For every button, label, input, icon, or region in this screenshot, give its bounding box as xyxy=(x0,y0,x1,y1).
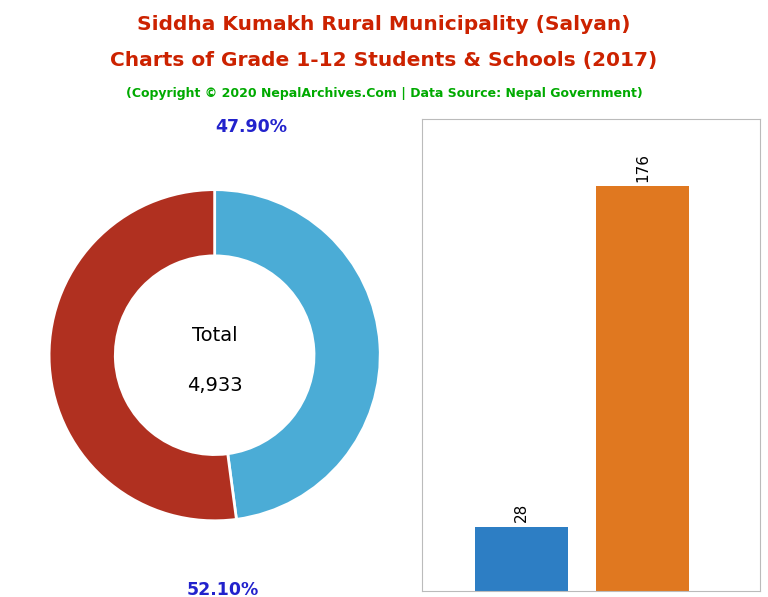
Text: Siddha Kumakh Rural Municipality (Salyan): Siddha Kumakh Rural Municipality (Salyan… xyxy=(137,15,631,34)
Text: Total: Total xyxy=(192,326,237,345)
Text: 28: 28 xyxy=(514,503,529,522)
Text: Charts of Grade 1-12 Students & Schools (2017): Charts of Grade 1-12 Students & Schools … xyxy=(111,51,657,70)
Text: (Copyright © 2020 NepalArchives.Com | Data Source: Nepal Government): (Copyright © 2020 NepalArchives.Com | Da… xyxy=(126,87,642,100)
Wedge shape xyxy=(49,190,237,521)
Text: 52.10%: 52.10% xyxy=(187,581,259,597)
Wedge shape xyxy=(214,190,380,519)
Text: 47.90%: 47.90% xyxy=(215,118,287,136)
Bar xyxy=(475,527,568,591)
Text: 176: 176 xyxy=(635,152,650,181)
Text: 4,933: 4,933 xyxy=(187,376,243,395)
Bar xyxy=(596,186,689,591)
